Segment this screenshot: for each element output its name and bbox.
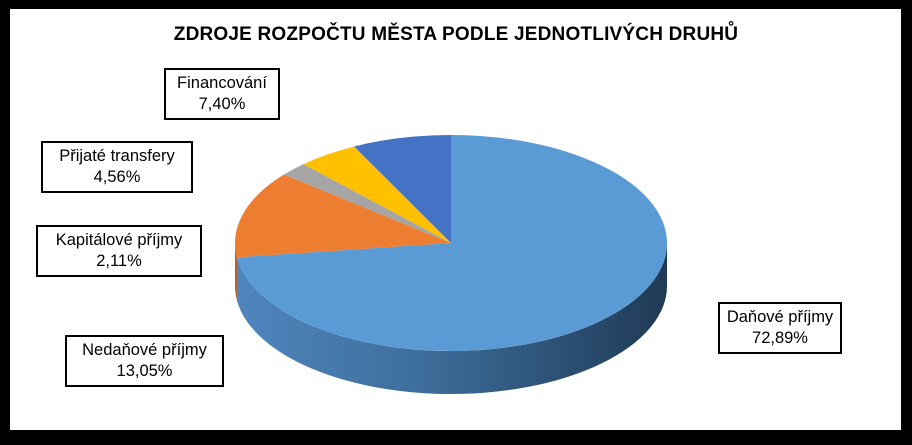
slice-side-1 <box>235 243 237 301</box>
slice-name: Nedaňové příjmy <box>82 341 207 359</box>
slice-label-kapitalove: Kapitálové příjmy 2,11% <box>36 225 202 277</box>
slice-name: Kapitálové příjmy <box>55 231 183 249</box>
slice-value: 4,56% <box>93 168 141 186</box>
slice-value: 72,89% <box>752 329 808 347</box>
slice-value: 13,05% <box>116 362 173 380</box>
pie-slice <box>236 135 668 352</box>
pie-slice <box>303 146 451 243</box>
pie-slice <box>235 174 451 258</box>
slice-name: Přijaté transfery <box>59 147 175 165</box>
slice-value: 2,11% <box>96 252 142 270</box>
slice-name: Financování <box>177 74 267 92</box>
pie-slice <box>283 164 451 243</box>
slice-label-nedanove: Nedaňové příjmy 13,05% <box>65 335 224 387</box>
slice-name: Daňové příjmy <box>726 308 834 326</box>
slice-label-transfery: Přijaté transfery 4,56% <box>41 141 193 193</box>
slice-value: 7,40% <box>198 95 246 113</box>
pie-slice <box>354 135 451 243</box>
slice-side-0 <box>236 243 667 395</box>
chart-title: ZDROJE ROZPOČTU MĚSTA PODLE JEDNOTLIVÝCH… <box>173 24 739 45</box>
slice-label-danove: Daňové příjmy 72,89% <box>718 302 842 354</box>
slice-label-financovani: Financování 7,40% <box>164 68 280 120</box>
